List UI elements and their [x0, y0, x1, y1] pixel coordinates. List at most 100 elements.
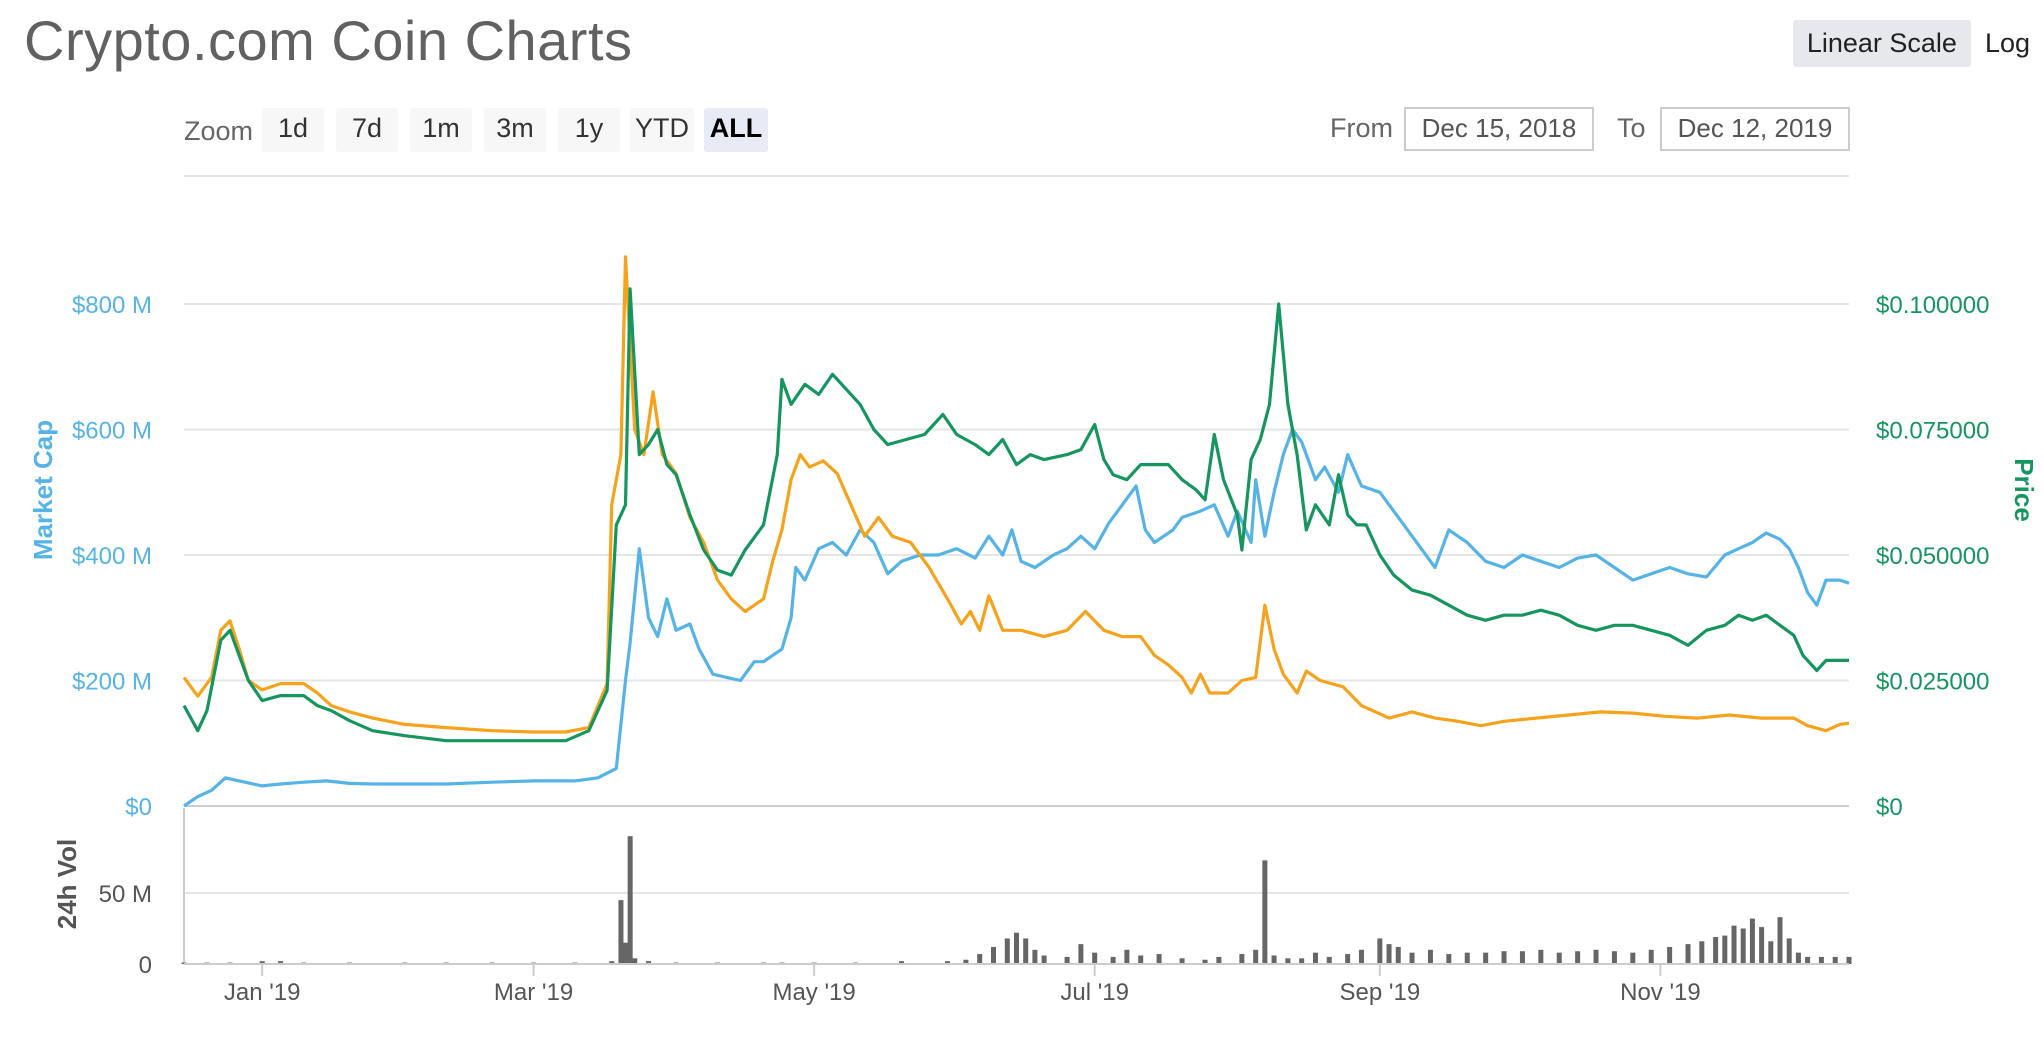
- zoom-button-3m[interactable]: 3m: [484, 108, 546, 152]
- x-axis: Jan '19 Mar '19 May '19 Jul '19 Sep '19 Nov '…: [184, 963, 1849, 1006]
- y-left-axis-title: Market Cap: [28, 420, 58, 560]
- zoom-button-label: 1m: [422, 113, 460, 143]
- volume-bar: [1519, 951, 1525, 964]
- volume-bar: [1156, 954, 1162, 964]
- zoom-button-1y[interactable]: 1y: [558, 108, 620, 152]
- volume-bar: [1202, 959, 1208, 964]
- volume-axis-title: 24h Vol: [52, 839, 82, 930]
- linear-scale-button[interactable]: Linear Scale: [1792, 20, 1971, 67]
- volume-bar: [1731, 925, 1737, 964]
- volume-bar: [1032, 949, 1038, 964]
- volume-bar: [609, 961, 615, 964]
- volume-bar: [1092, 952, 1098, 964]
- to-label: To: [1617, 113, 1646, 143]
- volume-bar: [1427, 949, 1433, 964]
- from-date-input[interactable]: Dec 15, 2018: [1404, 107, 1594, 151]
- x-tick-label: Jul '19: [1060, 979, 1129, 1006]
- y-left-tick-label: $200 M: [72, 669, 152, 696]
- zoom-button-7d[interactable]: 7d: [336, 108, 398, 152]
- volume-bar: [1648, 949, 1654, 964]
- x-tick-label: Mar '19: [494, 979, 573, 1006]
- zoom-button-1d[interactable]: 1d: [262, 108, 324, 152]
- zoom-button-all[interactable]: ALL: [704, 108, 768, 152]
- volume-bar: [1271, 955, 1277, 964]
- zoom-button-1m[interactable]: 1m: [410, 108, 472, 152]
- from-date-value: Dec 15, 2018: [1422, 113, 1577, 143]
- axes: $0 $200 M $400 M $600 M $800 M $0 $0.025000 $0.…: [28, 292, 2039, 979]
- volume-bar: [1630, 952, 1636, 964]
- y-left-tick-label: $400 M: [72, 543, 152, 570]
- volume-bar: [1358, 949, 1364, 964]
- volume-layer: [181, 836, 1852, 964]
- volume-bar: [1041, 955, 1047, 964]
- volume-bar: [1312, 952, 1318, 964]
- volume-bar: [1138, 955, 1144, 964]
- volume-bar: [1464, 952, 1470, 964]
- volume-bar: [1818, 956, 1824, 964]
- volume-bar: [1501, 951, 1507, 964]
- y-left-tick-label: $0: [125, 794, 152, 821]
- page-title: Crypto.com Coin Charts: [24, 9, 633, 72]
- zoom-button-label: 1y: [575, 113, 604, 143]
- y-left-tick-label: $800 M: [72, 292, 152, 319]
- log-scale-button[interactable]: Log: [1984, 28, 2030, 58]
- x-tick-label: May '19: [772, 979, 855, 1006]
- volume-bar: [1345, 954, 1351, 964]
- y-left-tick-label: $600 M: [72, 418, 152, 445]
- volume-bar: [1685, 944, 1691, 964]
- volume-bar: [627, 836, 633, 964]
- zoom-button-label: 3m: [496, 113, 534, 143]
- volume-bar: [1004, 938, 1010, 964]
- volume-bar: [1575, 951, 1581, 964]
- volume-bar: [1326, 956, 1332, 964]
- to-date-input[interactable]: Dec 12, 2019: [1660, 107, 1850, 151]
- zoom-button-label: 7d: [352, 113, 382, 143]
- volume-bar: [1299, 958, 1305, 964]
- volume-bar: [1377, 938, 1383, 964]
- volume-bar: [1395, 946, 1401, 964]
- volume-bar: [991, 946, 997, 964]
- volume-bar: [1795, 952, 1801, 964]
- x-tick-label: Sep '19: [1340, 979, 1421, 1006]
- volume-tick-label: 0: [139, 952, 152, 979]
- x-tick-label: Jan '19: [224, 979, 301, 1006]
- zoom-bar: Zoom 1d 7d 1m 3m 1y Y: [184, 108, 768, 152]
- y-right-tick-label: $0.100000: [1876, 292, 1989, 319]
- volume-bar: [1699, 941, 1705, 964]
- series-line-2: [182, 287, 1849, 743]
- volume-bar: [1749, 918, 1755, 964]
- volume-bar: [618, 900, 624, 964]
- y-right-tick-label: $0: [1876, 794, 1903, 821]
- series-line-1: [182, 255, 1850, 734]
- volume-bar: [1285, 958, 1291, 964]
- zoom-button-label: 1d: [278, 113, 308, 143]
- volume-bar: [1262, 860, 1268, 964]
- volume-bar: [1846, 956, 1852, 964]
- zoom-button-ytd[interactable]: YTD: [630, 108, 694, 152]
- volume-bar: [259, 961, 265, 964]
- from-label: From: [1330, 113, 1393, 143]
- volume-bar: [1832, 956, 1838, 964]
- volume-bar: [977, 954, 983, 964]
- y-right-tick-label: $0.050000: [1876, 543, 1989, 570]
- volume-bar: [1786, 938, 1792, 964]
- volume-bar: [1722, 935, 1728, 964]
- volume-bar: [1023, 938, 1029, 964]
- series-line-0: [183, 427, 1850, 808]
- y-right-tick-label: $0.075000: [1876, 418, 1989, 445]
- volume-bar: [646, 961, 652, 964]
- x-tick-label: Nov '19: [1620, 979, 1701, 1006]
- volume-bar: [1768, 941, 1774, 964]
- volume-bar: [1805, 956, 1811, 964]
- volume-tick-label: 50 M: [99, 881, 152, 908]
- volume-bar: [945, 961, 951, 964]
- volume-bar: [1386, 944, 1392, 964]
- y-right-tick-label: $0.025000: [1876, 669, 1989, 696]
- volume-bar: [1483, 952, 1489, 964]
- volume-bar: [1014, 932, 1019, 964]
- y-right-axis-title: Price: [2009, 458, 2039, 522]
- zoom-label: Zoom: [184, 116, 253, 146]
- grid: [183, 303, 1849, 965]
- volume-bar: [1216, 956, 1222, 964]
